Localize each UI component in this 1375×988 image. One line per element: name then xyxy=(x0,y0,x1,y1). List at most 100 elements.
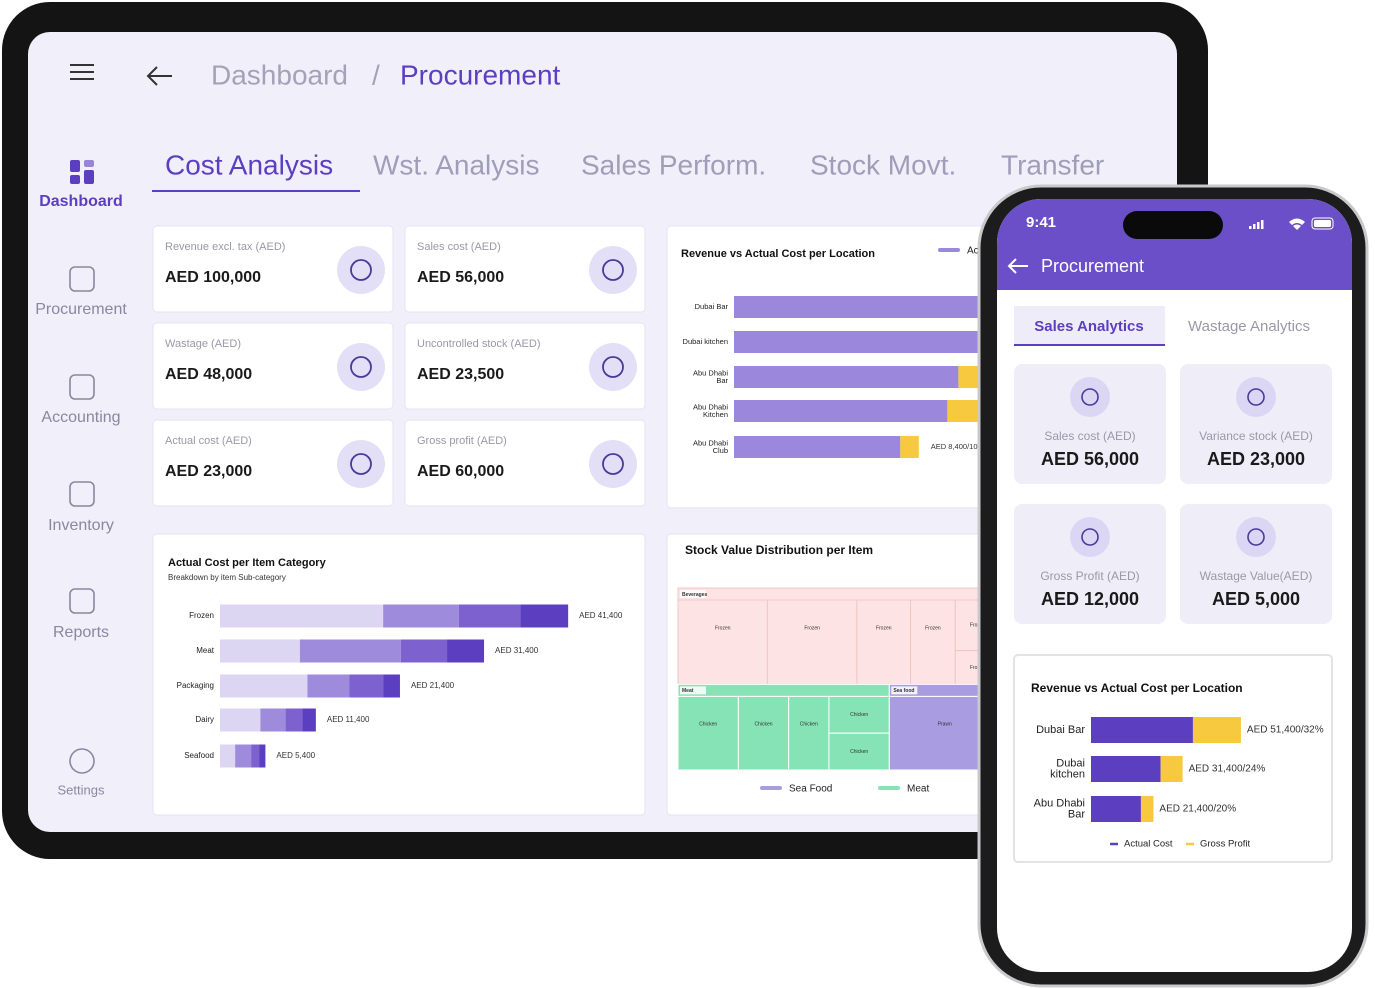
chart-subtitle: Breakdown by item Sub-category xyxy=(168,573,286,582)
kpi-icon-glyph xyxy=(1081,528,1099,546)
tab[interactable]: Cost Analysis xyxy=(165,149,333,180)
category-label: Dubai Bar xyxy=(1036,724,1085,736)
kpi-value: AED 23,500 xyxy=(417,366,504,383)
kpi-label: Gross Profit (AED) xyxy=(1040,569,1139,583)
kpi-value: AED 5,000 xyxy=(1212,589,1300,609)
sidebar-icon xyxy=(70,160,80,172)
kpi-card xyxy=(404,225,646,313)
treemap-group-label: Sea food xyxy=(893,688,914,694)
kpi-icon xyxy=(337,440,385,488)
status-icons xyxy=(1249,217,1334,230)
tab[interactable]: Transfer xyxy=(1001,149,1104,180)
treemap-cell xyxy=(677,695,739,771)
kpi-label: Sales cost (AED) xyxy=(417,241,501,253)
breadcrumb-separator: / xyxy=(372,59,380,90)
value-label: AED 31,400 xyxy=(495,646,539,655)
treemap-cell xyxy=(828,695,890,734)
back-button[interactable] xyxy=(146,66,172,86)
sidebar-label: Reports xyxy=(53,624,109,641)
tab[interactable]: Sales Analytics xyxy=(1034,318,1144,335)
treemap-label: Chicken xyxy=(699,722,717,728)
treemap-cell xyxy=(910,599,956,685)
kpi-card xyxy=(152,225,394,313)
sidebar-icon xyxy=(84,170,94,184)
bar-segment xyxy=(302,708,316,732)
kpi-icon-glyph xyxy=(602,259,624,281)
sidebar-item[interactable]: Inventory xyxy=(48,481,114,534)
kpi-value: AED 100,000 xyxy=(165,269,261,286)
treemap-cell xyxy=(677,599,768,685)
bar-segment xyxy=(1140,796,1154,822)
kpi-card xyxy=(1014,504,1166,624)
treemap-label: Frozen xyxy=(925,625,941,631)
kpi-label: Sales cost (AED) xyxy=(1044,429,1135,443)
kpi-icon xyxy=(589,246,637,294)
category-label: Meat xyxy=(196,646,215,655)
sidebar-item[interactable]: Accounting xyxy=(41,374,121,426)
kpi-label: Wastage (AED) xyxy=(165,338,241,350)
treemap-group-label: Meat xyxy=(682,688,694,694)
chart-title: Stock Value Distribution per Item xyxy=(685,543,873,557)
treemap-label: Frozen xyxy=(804,625,820,631)
treemap-group-tag xyxy=(680,686,706,695)
sidebar-label: Procurement xyxy=(35,301,127,318)
kpi-icon xyxy=(1236,517,1276,557)
bar-segment xyxy=(383,604,459,628)
chart-title: Actual Cost per Item Category xyxy=(168,557,327,569)
sidebar-icon xyxy=(69,266,95,292)
treemap-label: Frozen xyxy=(876,625,892,631)
kpi-value: AED 23,000 xyxy=(165,463,252,480)
value-label: AED 31,400/24% xyxy=(1189,764,1266,775)
tab[interactable]: Sales Perform. xyxy=(581,149,766,180)
sidebar-item[interactable]: Procurement xyxy=(35,266,127,318)
bar-segment xyxy=(400,639,448,663)
treemap-label: Chicken xyxy=(754,722,772,728)
tab[interactable]: Stock Movt. xyxy=(810,149,956,180)
kpi-label: Gross profit (AED) xyxy=(417,435,507,447)
kpi-icon-glyph xyxy=(350,356,372,378)
breadcrumb-parent[interactable]: Dashboard xyxy=(211,59,348,90)
kpi-icon-glyph xyxy=(350,259,372,281)
sidebar-item[interactable]: Settings xyxy=(58,748,105,797)
kpi-value: AED 12,000 xyxy=(1041,589,1139,609)
kpi-icon-glyph xyxy=(350,453,372,475)
treemap-cell xyxy=(737,695,790,771)
kpi-icon xyxy=(337,343,385,391)
kpi-icon-glyph xyxy=(1247,388,1265,406)
kpi-card xyxy=(1014,364,1166,484)
status-time: 9:41 xyxy=(1026,214,1056,231)
kpi-card xyxy=(1180,504,1332,624)
treemap-label: Chicken xyxy=(850,749,868,755)
tab[interactable]: Wst. Analysis xyxy=(373,149,539,180)
bar-segment xyxy=(307,674,350,698)
bar-segment xyxy=(1091,756,1161,782)
bar-segment xyxy=(220,744,236,768)
treemap-group-header xyxy=(677,587,1001,601)
sidebar-item[interactable]: Dashboard xyxy=(39,160,123,210)
bar-segment xyxy=(1160,756,1183,782)
phone-content: 9:41 Procurement Revenue vs Actual Cost … xyxy=(997,199,1352,863)
menu-button[interactable] xyxy=(70,64,94,80)
kpi-icon xyxy=(1236,377,1276,417)
breadcrumb-current: Procurement xyxy=(400,59,561,90)
bar-segment xyxy=(734,366,959,388)
tab[interactable]: Wastage Analytics xyxy=(1188,318,1310,335)
bar-segment xyxy=(900,436,919,458)
bar-segment xyxy=(220,604,384,628)
back-button[interactable] xyxy=(1007,258,1028,274)
kpi-card xyxy=(152,419,394,507)
category-label: Dubai kitchen xyxy=(1050,757,1085,780)
legend-label: Actual Cost xyxy=(1124,839,1173,850)
kpi-card xyxy=(152,322,394,410)
kpi-card xyxy=(404,322,646,410)
category-label: Abu Dhabi Bar xyxy=(693,368,729,385)
bar-segment xyxy=(383,674,400,698)
kpi-value: AED 48,000 xyxy=(165,366,252,383)
bar-segment xyxy=(220,674,308,698)
value-label: AED 41,400 xyxy=(579,611,623,620)
category-label: Abu Dhabi Kitchen xyxy=(693,402,728,419)
treemap-group-tag xyxy=(680,590,706,598)
sidebar-item[interactable]: Reports xyxy=(53,588,109,641)
category-label: Seafood xyxy=(184,751,214,760)
